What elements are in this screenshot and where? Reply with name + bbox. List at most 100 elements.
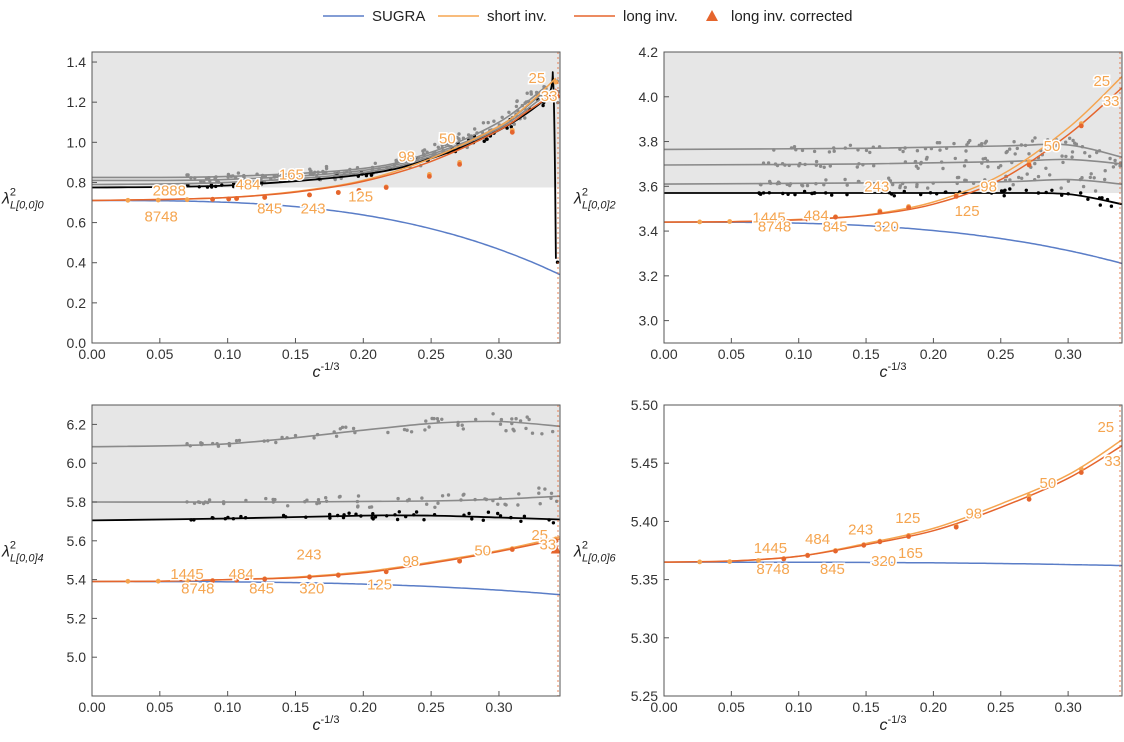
long-inv-point — [335, 572, 341, 578]
c-value-label: 845 — [820, 561, 845, 578]
gray-scatter-dot — [491, 412, 495, 416]
x-tick-label: 0.30 — [485, 346, 512, 362]
gray-scatter-dot — [518, 419, 523, 423]
gray-scatter-dot — [498, 422, 503, 426]
long-inv-point — [906, 205, 911, 211]
y-tick-label: 6.2 — [67, 416, 87, 432]
black-scatter-dot — [1003, 188, 1007, 192]
gray-scatter-dot — [1011, 183, 1015, 187]
gray-scatter-dot — [405, 428, 409, 432]
gray-scatter-dot — [983, 178, 987, 182]
long-inv-point — [356, 188, 362, 193]
gray-scatter-dot — [800, 183, 804, 187]
y-axis-label: λ2 L[0,0]6 — [573, 540, 617, 565]
long-inv-corrected-marker — [550, 543, 560, 554]
black-scatter-dot — [1008, 187, 1012, 191]
gray-scatter-dot — [1081, 184, 1086, 189]
gray-scatter-dot — [324, 164, 329, 169]
short-inv-point — [553, 79, 559, 85]
plot-area — [664, 405, 1122, 696]
gray-scatter-dot — [935, 141, 940, 145]
y-tick-label: 3.6 — [639, 178, 659, 194]
gray-scatter-dot — [1064, 140, 1068, 144]
x-axis-label-exponent: -1/3 — [888, 714, 907, 726]
gray-scatter-dot — [551, 429, 555, 434]
y-tick-label: 3.2 — [639, 268, 659, 284]
c-value-label: 484 — [804, 207, 829, 224]
long-inv-point — [781, 556, 787, 562]
y-tick-label: 0.4 — [67, 255, 87, 271]
x-tick-label: 0.25 — [418, 346, 445, 362]
x-tick-label: 0.15 — [282, 699, 309, 715]
gray-scatter-dot — [409, 430, 414, 434]
c-value-label: 33 — [1103, 93, 1120, 110]
gray-scatter-dot — [925, 155, 929, 160]
x-tick-label: 0.15 — [852, 346, 879, 362]
axes-frame — [91, 51, 561, 344]
gray-scatter-dot — [537, 491, 541, 495]
legend-item-sugra: SUGRA — [323, 8, 425, 25]
c-value-label: 98 — [398, 148, 415, 165]
gray-scatter-dot — [510, 417, 514, 421]
gray-scatter-dot — [500, 115, 504, 120]
gray-scatter-dot — [423, 428, 427, 432]
gray-scatter-dot — [1070, 150, 1075, 154]
short-inv-point — [727, 219, 733, 224]
short-inv-point — [184, 197, 190, 203]
legend-triangle-corrected — [706, 10, 718, 21]
long-inv-point — [833, 214, 838, 220]
gray-scatter-dot — [872, 164, 876, 168]
c-value-label: 125 — [955, 203, 980, 220]
c-value-label: 484 — [235, 177, 260, 194]
gray-scatter-dot — [868, 150, 872, 155]
gray-scatter-dot — [199, 441, 203, 445]
y-tick-label: 5.35 — [631, 572, 658, 588]
c-value-label: 845 — [249, 580, 274, 597]
gray-scatter-dot — [514, 104, 519, 109]
c-value-label: 25 — [1097, 419, 1114, 436]
gray-scatter-dot — [1017, 175, 1021, 180]
long-inv-point — [457, 162, 462, 167]
x-tick-label: 0.20 — [920, 699, 947, 715]
y-tick-label: 5.0 — [67, 649, 87, 665]
black-scatter-dot — [370, 516, 374, 520]
gray-scatter-dot — [848, 143, 853, 147]
gray-scatter-dot — [788, 183, 792, 188]
gray-scatter-dot — [955, 175, 960, 180]
axes-frame — [663, 51, 1123, 344]
gray-scatter-dot — [1008, 147, 1012, 151]
gray-scatter-dot — [462, 492, 466, 496]
gray-scatter-dot — [898, 184, 902, 188]
y-tick-label: 5.4 — [67, 572, 87, 588]
gray-scatter-dot — [440, 417, 444, 421]
long-inv-curve — [664, 87, 1122, 223]
gray-scatter-dot — [891, 182, 895, 187]
gray-fit-line — [664, 143, 1122, 158]
y-label-exponent: 2 — [10, 540, 16, 552]
short-inv-point — [125, 578, 131, 584]
shaded-region — [664, 52, 1122, 194]
gray-scatter-dot — [1027, 152, 1031, 156]
sugra-curve — [664, 221, 1122, 265]
gray-scatter-dot — [486, 120, 490, 125]
gray-scatter-dot — [356, 494, 361, 498]
gray-scatter-dot — [1118, 164, 1122, 168]
x-tick-label: 0.10 — [785, 699, 812, 715]
black-scatter-dot — [467, 511, 471, 516]
x-tick-label: 0.25 — [987, 346, 1014, 362]
gray-scatter-dot — [273, 497, 277, 502]
gray-scatter-dot — [312, 436, 316, 440]
gray-scatter-dot — [824, 178, 828, 182]
x-axis-label: c-1/3 — [880, 361, 907, 381]
c-value-label: 484 — [229, 566, 254, 583]
gray-scatter-dot — [1113, 158, 1117, 163]
gray-scatter-dot — [965, 143, 969, 147]
c-value-label: 50 — [474, 543, 491, 560]
axes-frame — [91, 404, 561, 697]
gray-scatter-dot — [527, 417, 531, 422]
plot-area — [92, 52, 560, 343]
gray-scatter-dot — [537, 486, 541, 490]
c-value-label: 98 — [402, 553, 419, 570]
black-scatter-dot — [1050, 188, 1054, 192]
c-value-label: 8748 — [758, 219, 791, 236]
